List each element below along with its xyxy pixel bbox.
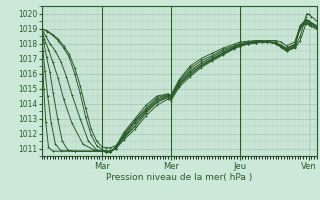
X-axis label: Pression niveau de la mer( hPa ): Pression niveau de la mer( hPa ) <box>106 173 252 182</box>
